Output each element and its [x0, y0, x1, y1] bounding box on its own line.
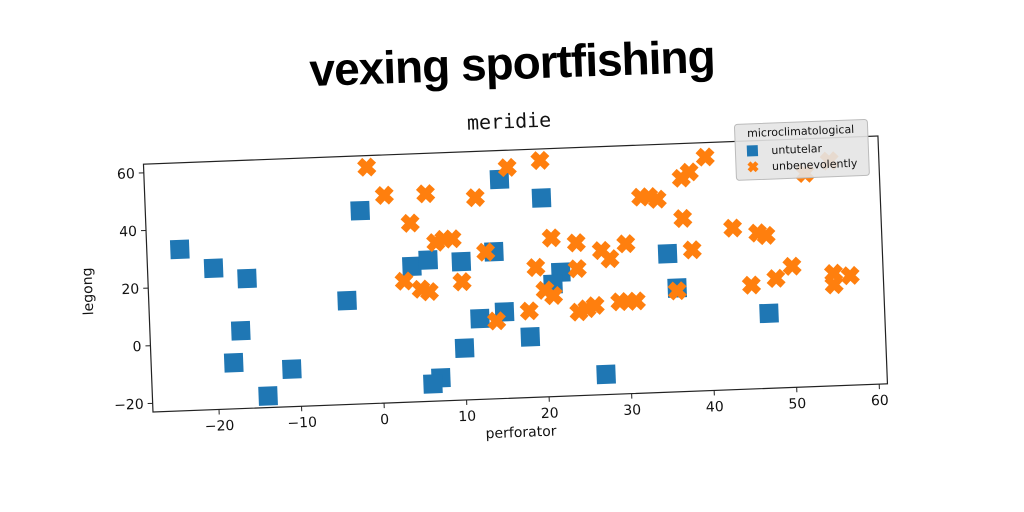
square-marker-point	[531, 188, 552, 208]
x-marker-point	[766, 268, 786, 289]
x-marker-point	[394, 271, 414, 291]
legend-x-marker	[747, 161, 759, 173]
x-marker-point	[357, 157, 377, 177]
x-marker-point	[626, 291, 646, 311]
x-marker-point	[419, 282, 440, 302]
x-marker-point	[616, 234, 636, 254]
x-marker-point	[695, 147, 715, 167]
square-marker-point	[350, 200, 370, 221]
x-marker-point	[526, 257, 546, 278]
legend-title: microclimatological	[747, 123, 855, 140]
x-marker-point	[400, 213, 420, 233]
square-marker-point	[337, 290, 357, 311]
legend-box	[733, 118, 870, 181]
square-marker-point	[258, 386, 278, 406]
x-marker-point	[782, 256, 802, 276]
data-marks	[169, 147, 860, 406]
x-tick-label: 50	[788, 396, 806, 413]
square-marker-point	[759, 303, 779, 324]
y-axis-ticks: −20 0 20 40 60	[114, 166, 153, 414]
x-marker-point	[476, 242, 496, 262]
x-marker-point	[723, 218, 743, 238]
x-marker-point	[679, 162, 699, 182]
x-tick-label: 20	[541, 405, 559, 422]
x-marker-point	[823, 263, 844, 283]
y-tick-label: 20	[121, 281, 139, 298]
y-tick-label: 60	[117, 166, 135, 183]
square-marker-point	[223, 352, 244, 373]
legend-square-marker	[746, 145, 759, 157]
plot-group: meridie −20 −10 0 10 20 30 40 50 60 −20 0 20 40 60 p…	[79, 108, 889, 443]
square-marker-point	[596, 364, 616, 385]
square-marker-point	[454, 338, 475, 358]
x-marker-point	[585, 295, 605, 316]
x-marker-point	[682, 240, 702, 260]
square-marker-point	[451, 251, 472, 272]
x-marker-point	[530, 150, 550, 171]
x-tick-label: 10	[458, 409, 476, 426]
x-marker-point	[566, 233, 586, 253]
square-marker-point	[418, 250, 439, 270]
x-marker-point	[374, 185, 394, 205]
y-axis-label: legong	[79, 267, 97, 315]
x-marker-point	[756, 225, 776, 246]
x-axis-ticks: −20 −10 0 10 20 30 40 50 60	[205, 384, 889, 435]
x-axis-label: perforator	[485, 424, 557, 443]
x-marker-point	[543, 285, 564, 306]
x-marker-point	[567, 259, 587, 279]
x-marker-point	[647, 189, 667, 209]
x-marker-point	[741, 275, 762, 295]
x-marker-point	[673, 208, 693, 229]
x-tick-label: 30	[623, 402, 641, 419]
square-marker-point	[402, 256, 422, 277]
y-tick-label: −20	[114, 397, 144, 414]
legend-entry-label: unbenevolently	[772, 157, 858, 173]
x-marker-point	[486, 311, 507, 331]
square-marker-point	[203, 258, 224, 279]
square-marker-point	[470, 308, 490, 329]
legend: microclimatological untutelarunbenevolen…	[733, 118, 870, 181]
x-marker-point	[667, 281, 687, 301]
square-marker-point	[281, 359, 302, 380]
x-tick-label: 0	[380, 412, 390, 428]
x-marker-point	[452, 272, 472, 292]
square-marker-point	[230, 320, 251, 341]
y-tick-label: 40	[119, 224, 137, 241]
legend-entry-label: untutelar	[771, 142, 823, 157]
x-marker-point	[840, 265, 860, 286]
x-marker-point	[415, 184, 436, 204]
x-tick-label: −20	[205, 418, 235, 435]
chart-subtitle: meridie	[467, 108, 552, 135]
y-tick-label: 0	[132, 339, 142, 355]
x-marker-point	[541, 228, 561, 248]
x-marker-point	[497, 157, 517, 178]
x-tick-label: 40	[706, 399, 724, 416]
x-marker-point	[519, 301, 539, 321]
square-marker-point	[423, 374, 443, 394]
square-marker-point	[657, 243, 678, 264]
square-marker-point	[520, 327, 541, 347]
square-marker-point	[237, 268, 257, 289]
x-marker-point	[465, 187, 485, 208]
x-tick-label: −10	[287, 415, 317, 432]
square-marker-point	[169, 239, 190, 260]
x-marker-point	[600, 249, 620, 269]
x-tick-label: 60	[871, 393, 889, 410]
x-marker-point	[442, 229, 462, 249]
